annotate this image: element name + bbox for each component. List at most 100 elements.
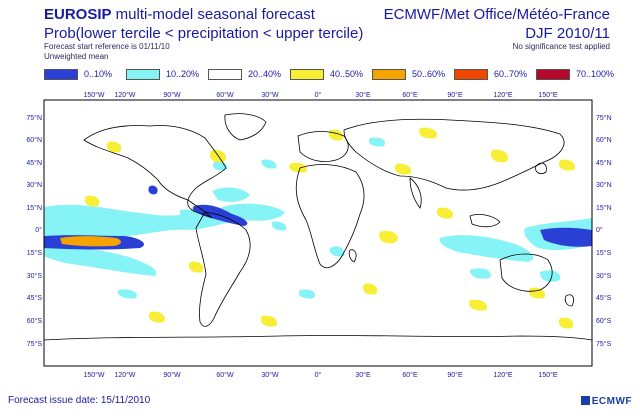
weighting-note: Unweighted mean [44,52,109,61]
lon-tick-bottom: 90°W [163,371,181,379]
mexico-blue [148,185,158,195]
australia-coast [499,253,553,292]
legend-label: 0..10% [84,69,113,79]
ecmwf-logo-text: ECMWF [591,396,632,407]
lat-tick-right: 15°S [596,249,612,257]
lat-tick-right: 60°N [596,136,612,144]
legend-label: 20..40% [248,69,282,79]
lon-tick-top: 30°E [355,91,371,99]
west-pacific-blue [540,227,592,247]
india-coast [409,177,422,209]
lat-tick-left: 45°S [27,294,43,302]
indonesia-coast [469,214,501,228]
legend-swatch [536,69,570,80]
greenland-coast [224,113,267,141]
legend-label: 10..20% [166,69,200,79]
lat-tick-right: 30°S [596,272,612,280]
lon-tick-bottom: 150°W [83,371,104,379]
legend-swatch [44,69,78,80]
indonesia-patch [439,235,534,262]
yellow-15 [260,315,278,327]
yellow-12 [528,287,546,299]
lat-tick-right: 45°S [596,294,612,302]
lat-ticks-left: 75°N 60°N 45°N 30°N 15°N 0° 15°S 30°S 45… [26,114,42,348]
lon-ticks-bottom: 150°W 120°W 90°W 60°W 30°W 0° 30°E 60°E … [83,371,557,379]
yellow-7 [490,149,509,163]
lon-tick-top: 120°W [114,91,135,99]
yellow-9 [379,230,398,244]
lon-tick-top: 30°W [261,91,279,99]
map-subtitle: Prob(lower tercile < precipitation < upp… [44,25,364,42]
yellow-14 [362,283,378,295]
legend-label: 50..60% [412,69,446,79]
legend-swatch [208,69,242,80]
antarctica-coast [44,335,592,341]
australia-patch [540,270,561,282]
centres-title: ECMWF/Met Office/Météo-France [383,6,610,23]
orange-patches [60,236,121,247]
map-title: EUROSIP multi-model seasonal forecast [44,6,315,23]
lat-tick-left: 15°S [27,249,43,257]
issue-date: Forecast issue date: 15/11/2010 [8,395,151,406]
lat-tick-right: 45°N [596,159,612,167]
map-area: 150°W 120°W 90°W 60°W 30°W 0° 30°E 60°E … [26,91,612,379]
lon-tick-top: 0° [315,91,322,99]
title-bold: EUROSIP [44,6,112,23]
yellow-17 [436,207,454,219]
lon-tick-top: 90°W [163,91,181,99]
ecmwf-logo: ECMWF [580,396,632,407]
east-pacific-orange [60,236,121,247]
yellow-18 [558,317,574,329]
lon-tick-bottom: 120°W [114,371,135,379]
lon-tick-bottom: 0° [315,371,322,379]
coastlines [44,113,592,341]
lon-tick-top: 90°E [447,91,463,99]
yellow-11 [188,261,204,273]
lon-tick-top: 150°E [538,91,557,99]
lat-tick-left: 30°N [26,181,42,189]
new-zealand-coast [564,294,574,307]
lat-tick-left: 15°N [26,204,42,212]
yellow-1 [106,141,122,153]
south-pacific-patch [44,247,157,276]
legend-swatch [372,69,406,80]
legend-swatch [290,69,324,80]
japan-coast [535,162,547,174]
significance-note: No significance test applied [512,42,610,51]
yellow-8 [558,159,576,171]
ecmwf-logo-icon [580,396,590,405]
lat-tick-right: 75°N [596,114,612,122]
lon-tick-bottom: 120°E [493,371,512,379]
lon-tick-bottom: 30°E [355,371,371,379]
lon-tick-top: 60°E [402,91,418,99]
north-america-coast [83,125,227,219]
north-atlantic-patch [261,159,277,169]
atlantic-patch [271,221,287,231]
africa-coast [295,164,365,269]
south-america-coast [195,211,251,327]
legend-label: 70..100% [576,69,615,79]
yellow-6 [419,127,438,139]
lon-tick-top: 120°E [493,91,512,99]
lat-tick-left: 45°N [26,159,42,167]
lat-tick-left: 30°S [27,272,43,280]
color-legend: 0..10% 10..20% 20..40% 40..50% 50..60% 6… [44,68,614,82]
south-indian-patch [470,268,491,279]
legend-swatch [454,69,488,80]
lat-tick-left: 60°S [27,317,43,325]
africa-patch [329,246,345,257]
map-frame [43,99,593,367]
lat-tick-right: 75°S [596,340,612,348]
lat-tick-right: 60°S [596,317,612,325]
lon-tick-bottom: 60°W [216,371,234,379]
season-label: DJF 2010/11 [525,25,610,42]
start-reference: Forecast start reference is 01/11/10 [44,42,170,51]
legend-label: 60..70% [494,69,528,79]
europe-coast [297,131,349,162]
lat-tick-left: 0° [35,226,42,234]
lon-tick-bottom: 30°W [261,371,279,379]
panama-patch [179,209,198,219]
lon-tick-bottom: 150°E [538,371,557,379]
sp-patch-2 [117,289,137,299]
lon-tick-top: 60°W [216,91,234,99]
